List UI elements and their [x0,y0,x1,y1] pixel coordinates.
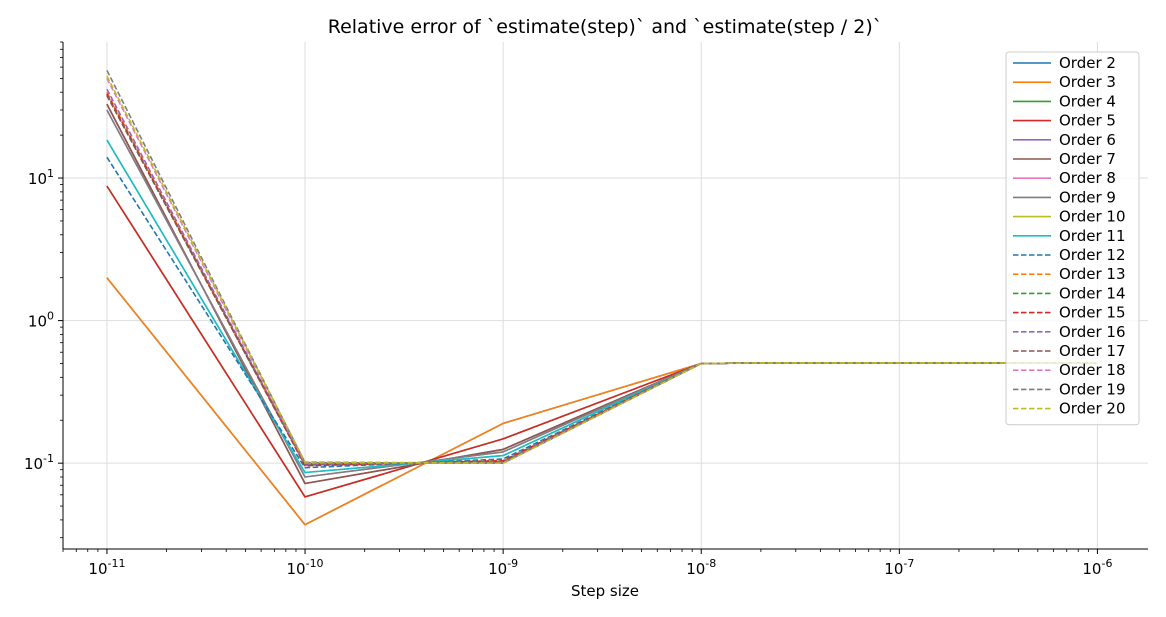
chart-title: Relative error of `estimate(step)` and `… [328,16,883,38]
x-tick-label: 10-8 [686,557,716,578]
series-line-order-9 [106,109,1098,478]
series-line-order-8 [106,109,1098,478]
legend-label: Order 8 [1059,169,1116,187]
legend-label: Order 16 [1059,323,1125,341]
legend-label: Order 14 [1059,284,1125,302]
y-tick-label: 100 [28,310,54,331]
legend-label: Order 3 [1059,73,1116,91]
legend-label: Order 12 [1059,246,1125,264]
series-line-order-19 [106,69,1098,465]
x-tick-label: 10-6 [1082,557,1112,578]
series-line-order-11 [106,139,1098,474]
series-line-order-10 [106,139,1098,474]
y-tick-label: 10-1 [24,452,54,473]
x-tick-label: 10-10 [287,557,324,578]
series-line-order-6 [106,103,1098,485]
legend-label: Order 9 [1059,188,1116,206]
x-tick-label: 10-9 [488,557,518,578]
legend-label: Order 19 [1059,380,1125,398]
series-lines [106,69,1098,526]
legend-label: Order 10 [1059,208,1125,226]
x-tick-label: 10-7 [884,557,914,578]
series-line-order-20 [106,75,1098,465]
legend-label: Order 4 [1059,92,1116,110]
legend-label: Order 7 [1059,150,1116,168]
x-axis-label: Step size [571,582,639,600]
x-axis-ticks: 10-11 10-10 10-9 10-8 10-7 10-6 [62,549,1112,578]
legend-label: Order 13 [1059,265,1125,283]
legend-label: Order 15 [1059,304,1125,322]
series-line-order-4 [106,185,1098,498]
legend-label: Order 11 [1059,227,1125,245]
x-tick-label: 10-11 [88,557,125,578]
legend-label: Order 18 [1059,361,1125,379]
series-line-order-18 [106,78,1098,465]
legend-label: Order 6 [1059,131,1116,149]
series-line-order-5 [106,185,1098,498]
series-line-order-7 [106,103,1098,485]
y-tick-label: 101 [28,167,54,188]
legend-label: Order 2 [1059,54,1116,72]
legend-label: Order 20 [1059,400,1125,418]
legend-label: Order 5 [1059,112,1116,130]
y-axis-ticks: 10-1 100 101 [24,41,63,539]
legend-label: Order 17 [1059,342,1125,360]
series-line-order-12 [106,156,1098,469]
axes [62,42,1148,550]
grid [63,42,1148,549]
